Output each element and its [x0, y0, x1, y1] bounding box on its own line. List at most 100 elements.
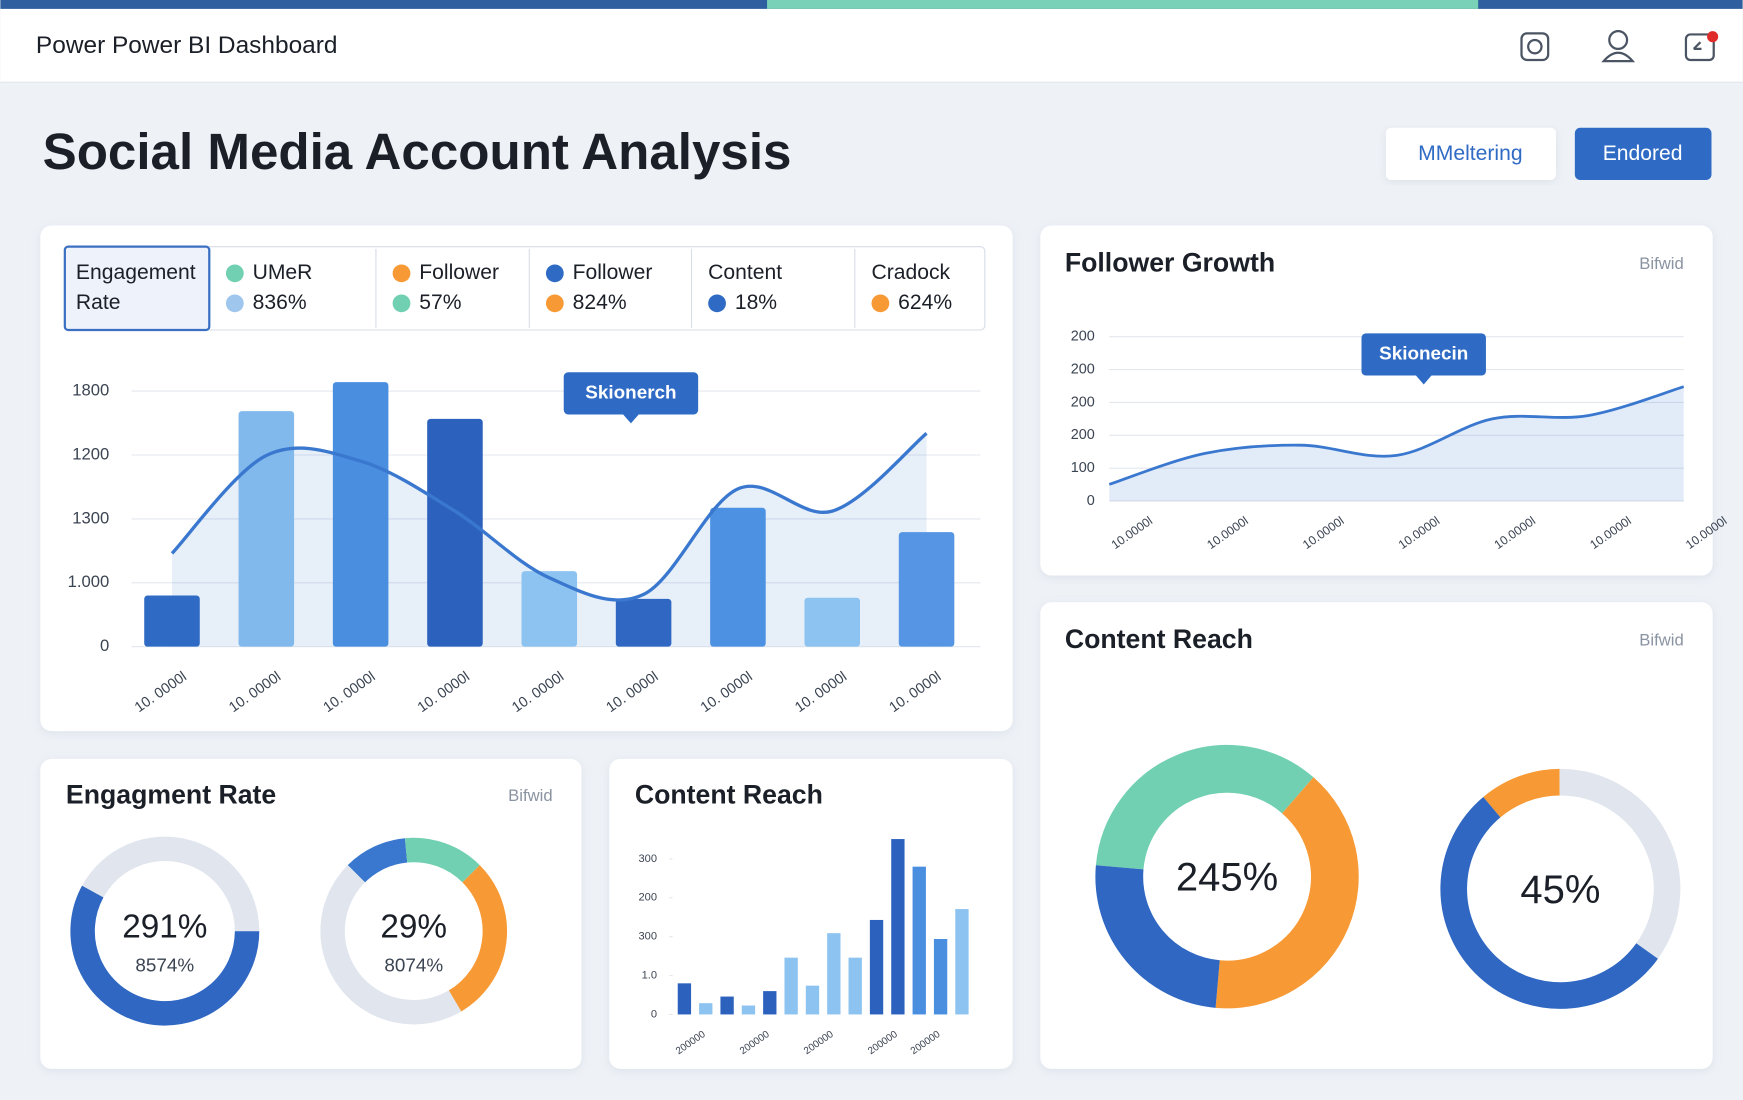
- y-tick-label: 100: [1071, 460, 1095, 476]
- donut-segment: [1215, 777, 1359, 1009]
- tooltip: [1361, 333, 1486, 376]
- chart-title: Engagment Rate: [66, 780, 276, 810]
- bar: [144, 595, 200, 647]
- chart-subtitle: Bifwid: [1639, 254, 1683, 273]
- line: [170, 431, 928, 602]
- kpi-text: 624%: [898, 291, 952, 314]
- kpi-label: Engagement: [76, 261, 196, 284]
- bar: [427, 418, 483, 647]
- area: [1109, 386, 1684, 502]
- kpi-text: 18%: [735, 291, 777, 314]
- bar: [912, 866, 926, 1015]
- tooltip-pointer: [623, 414, 639, 424]
- bar: [332, 382, 389, 647]
- bar: [784, 957, 798, 1015]
- donut-segment: [1440, 796, 1658, 1009]
- bar: [677, 983, 692, 1015]
- chart-subtitle: Bifwid: [1639, 631, 1683, 650]
- legend-dot: [225, 264, 244, 283]
- kpi-label: Rate: [76, 291, 121, 314]
- bar: [933, 939, 948, 1015]
- bar: [898, 532, 955, 647]
- tooltip: [563, 372, 699, 415]
- button-label[interactable]: MMeltering: [1418, 142, 1522, 165]
- donut-sub-label: 8574%: [135, 956, 194, 977]
- kpi-text: UMeR: [253, 261, 313, 284]
- chart-title: Content Reach: [635, 780, 823, 810]
- card: [1040, 225, 1713, 576]
- donut-center-label: 29%: [380, 909, 447, 946]
- donut-center-label: 291%: [122, 909, 207, 946]
- y-tick-label: 0: [1087, 493, 1095, 509]
- donut-segment: [448, 865, 508, 1012]
- y-tick-label: 200: [639, 892, 658, 904]
- y-tick-label: 200: [1071, 427, 1095, 443]
- chart-title: Follower Growth: [1065, 247, 1275, 277]
- donut-segment: [1483, 768, 1561, 818]
- bar: [869, 919, 884, 1015]
- user-icon[interactable]: [1601, 30, 1636, 63]
- legend-dot: [545, 294, 564, 313]
- donut-segment: [320, 865, 462, 1025]
- camera-icon[interactable]: [1520, 32, 1550, 62]
- donut-segment: [404, 837, 480, 883]
- bar: [805, 985, 820, 1015]
- kpi-text: 57%: [419, 291, 461, 314]
- donut-segment: [1559, 768, 1681, 959]
- y-tick-label: 0: [651, 1008, 657, 1020]
- notification-icon[interactable]: [1684, 31, 1719, 62]
- chart-title: Content Reach: [1065, 624, 1253, 654]
- kpi-dividers: [375, 248, 856, 328]
- donut-segment: [347, 838, 408, 883]
- primary-button[interactable]: [1574, 127, 1712, 180]
- legend-dot: [225, 294, 244, 313]
- bar: [699, 1003, 713, 1015]
- y-tick-label: 0: [100, 636, 109, 655]
- bar: [804, 597, 861, 647]
- tooltip-label: Skionecin: [1379, 343, 1468, 364]
- y-tick-label: 200: [1071, 361, 1095, 377]
- y-tick-label: 200: [1071, 328, 1095, 344]
- button-label[interactable]: Endored: [1603, 142, 1683, 165]
- legend-dot: [708, 294, 726, 313]
- tooltip-label: Skionerch: [585, 382, 676, 403]
- card: [40, 758, 582, 1069]
- donut-sub-label: 8074%: [384, 956, 443, 977]
- kpi-text: Follower: [419, 261, 499, 284]
- top-stripe-accent: [767, 0, 1479, 9]
- y-tick-label: 1200: [72, 444, 109, 463]
- bar: [521, 571, 578, 647]
- legend-dot: [392, 294, 411, 313]
- y-tick-label: 1300: [72, 508, 109, 527]
- line: [1108, 385, 1685, 486]
- chart-subtitle: Bifwid: [508, 786, 552, 805]
- y-tick-label: 1.0: [642, 969, 657, 981]
- kpi-text: Follower: [573, 261, 653, 284]
- y-tick-label: 300: [639, 931, 658, 943]
- bar: [741, 1005, 756, 1015]
- legend-dot: [545, 264, 564, 283]
- header-bar: [0, 0, 1743, 83]
- donut-center-label: 45%: [1520, 868, 1600, 912]
- y-tick-label: 200: [1071, 394, 1095, 410]
- donut-center-label: 245%: [1176, 856, 1278, 900]
- card: [609, 758, 1013, 1069]
- bar: [827, 933, 841, 1015]
- outline-button[interactable]: [1385, 127, 1556, 180]
- bar: [238, 411, 295, 647]
- card: [1040, 602, 1713, 1069]
- kpi-selected[interactable]: [63, 245, 211, 332]
- bar: [955, 909, 969, 1015]
- y-tick-label: 300: [639, 853, 658, 865]
- donut-segment: [70, 885, 260, 1026]
- bar: [891, 839, 905, 1015]
- bar: [848, 957, 862, 1015]
- kpi-text: 824%: [573, 291, 627, 314]
- legend-dot: [392, 264, 411, 283]
- donut-segment: [82, 836, 260, 932]
- legend-dot: [871, 294, 890, 313]
- header-title: Power Power BI Dashboard: [36, 32, 338, 59]
- donut-segment: [1095, 865, 1221, 1008]
